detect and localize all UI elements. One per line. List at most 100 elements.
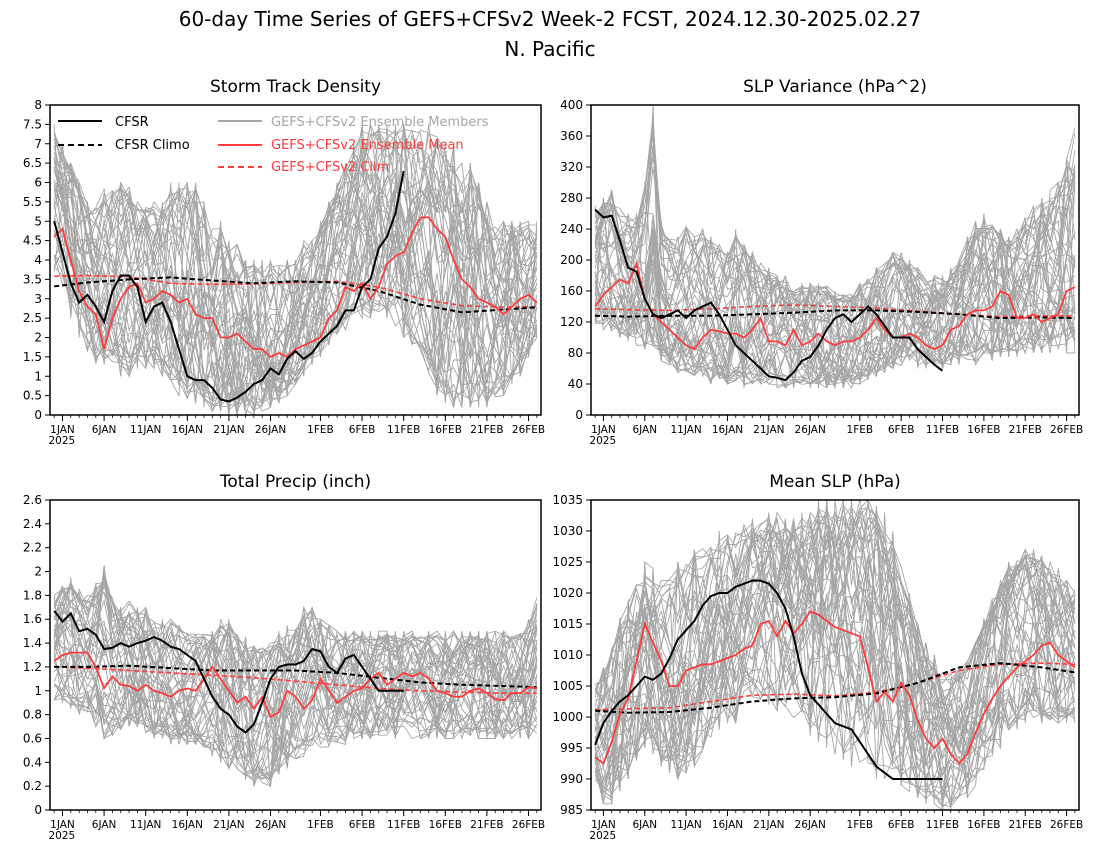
x-tick-label: 26FEB bbox=[1050, 424, 1083, 436]
y-tick-label: 400 bbox=[560, 98, 583, 112]
ensemble-member-line bbox=[594, 224, 1076, 381]
ensemble-member-line bbox=[594, 509, 1076, 798]
x-tick-label: 11FEB bbox=[387, 819, 420, 831]
series-line-climo bbox=[54, 276, 537, 314]
y-tick-label: 360 bbox=[560, 129, 583, 143]
legend-label-clim: GEFS+CFSv2 Clim bbox=[271, 160, 389, 175]
x-tick-label: 26JAN bbox=[795, 819, 826, 831]
ensemble-member-line bbox=[53, 133, 537, 412]
ensemble-member-line bbox=[53, 124, 537, 369]
x-tick-label: 21JAN bbox=[753, 424, 784, 436]
ensemble-member-line bbox=[53, 135, 538, 404]
y-tick-label: 2.6 bbox=[23, 493, 42, 507]
y-tick-label: 200 bbox=[560, 253, 583, 267]
series-line-observed bbox=[53, 610, 404, 734]
ensemble-member-line bbox=[594, 500, 1076, 804]
x-tick-label: 1FEB bbox=[847, 819, 874, 831]
y-tick-label: 2.4 bbox=[23, 517, 42, 531]
y-tick-label: 8 bbox=[34, 98, 42, 112]
series-line-observed bbox=[53, 170, 405, 403]
ensemble-member-line bbox=[594, 506, 1076, 795]
ensemble-member-line bbox=[594, 189, 1076, 385]
y-tick-label: 4 bbox=[34, 253, 42, 267]
ensemble-member-lines bbox=[594, 105, 1076, 390]
ensemble-member-line bbox=[594, 549, 1076, 798]
ensemble-member-line bbox=[594, 515, 1076, 781]
ensemble-member-line bbox=[53, 161, 538, 400]
x-tick-label: 6JAN bbox=[92, 424, 117, 436]
x-tick-label: 6FEB bbox=[349, 424, 376, 436]
y-tick-label: 0.2 bbox=[23, 779, 42, 793]
x-tick-label: 21JAN bbox=[213, 424, 244, 436]
x-tick-label: 11JAN bbox=[130, 424, 161, 436]
y-tick-label: 280 bbox=[560, 191, 583, 205]
y-tick-label: 120 bbox=[560, 315, 583, 329]
ensemble-member-line bbox=[53, 599, 538, 775]
x-tick-label: 26JAN bbox=[255, 424, 286, 436]
ensemble-member-line bbox=[53, 614, 538, 780]
series-line-mean bbox=[53, 651, 537, 719]
x-tick-label: 6JAN bbox=[92, 819, 117, 831]
ensemble-member-line bbox=[594, 512, 1076, 801]
x-tick-label: 11JAN bbox=[670, 819, 701, 831]
chart-panels: Storm Track Density 0 0.5 1 1.5 2 2.5 3 3.5 4 4.5 5… bbox=[23, 77, 1083, 842]
ensemble-member-line bbox=[594, 518, 1075, 810]
y-tick-label: 1 bbox=[34, 369, 42, 383]
series-line-observed bbox=[594, 208, 944, 382]
x-tick-label: 6JAN bbox=[632, 424, 657, 436]
ensemble-member-line bbox=[594, 213, 1076, 388]
x-tick-label: 16JAN bbox=[712, 819, 743, 831]
x-tick-label: 26FEB bbox=[1050, 819, 1083, 831]
ensemble-member-line bbox=[54, 581, 538, 737]
series-line-clim bbox=[595, 662, 1075, 711]
x-tick-label: 16FEB bbox=[429, 424, 462, 436]
ensemble-member-line bbox=[53, 580, 538, 741]
y-tick-label: 2.2 bbox=[23, 541, 42, 555]
ensemble-member-line bbox=[53, 182, 538, 411]
panel-title: Mean SLP (hPa) bbox=[769, 472, 901, 492]
ensemble-member-line bbox=[594, 623, 1076, 800]
y-tick-label: 5 bbox=[34, 214, 42, 228]
y-tick-label: 0 bbox=[34, 803, 42, 817]
ensemble-member-line bbox=[594, 197, 1076, 386]
y-tick-label: 0.5 bbox=[23, 389, 42, 403]
y-tick-label: 2 bbox=[34, 331, 42, 345]
x-tick-label: 11JAN bbox=[670, 424, 701, 436]
legend-label-mean: GEFS+CFSv2 Ensemble Mean bbox=[271, 138, 464, 153]
series-line-climo bbox=[595, 662, 1076, 714]
y-tick-label: 1.8 bbox=[23, 588, 42, 602]
series-line-mean bbox=[594, 610, 1076, 765]
y-tick-label: 3 bbox=[34, 292, 42, 306]
ensemble-member-line bbox=[53, 156, 538, 401]
x-tick-label: 21FEB bbox=[1009, 424, 1042, 436]
panel-title: SLP Variance (hPa^2) bbox=[743, 77, 927, 97]
x-tick-label: 1JAN bbox=[591, 424, 616, 436]
x-year-label: 2025 bbox=[48, 830, 75, 842]
y-tick-label: 0.4 bbox=[23, 755, 42, 769]
ensemble-member-lines bbox=[53, 565, 538, 788]
y-tick-label: 1030 bbox=[552, 524, 583, 538]
ensemble-member-lines bbox=[53, 122, 538, 415]
series-line-climo bbox=[54, 664, 537, 689]
y-tick-label: 3.5 bbox=[23, 272, 42, 286]
y-tick-label: 4.5 bbox=[23, 234, 42, 248]
x-year-label: 2025 bbox=[589, 435, 616, 447]
x-tick-label: 6JAN bbox=[632, 819, 657, 831]
x-tick-label: 6FEB bbox=[888, 819, 915, 831]
ensemble-member-line bbox=[594, 500, 1076, 786]
panel-storm-track-density: Storm Track Density 0 0.5 1 1.5 2 2.5 3 3.5 4 4.5 5… bbox=[23, 77, 545, 447]
x-tick-label: 26FEB bbox=[512, 819, 545, 831]
x-tick-label: 1JAN bbox=[50, 424, 75, 436]
y-tick-label: 1005 bbox=[552, 679, 583, 693]
ensemble-member-line bbox=[53, 170, 538, 399]
y-tick-label: 1010 bbox=[552, 648, 583, 662]
x-tick-label: 1FEB bbox=[307, 819, 334, 831]
x-tick-label: 16JAN bbox=[712, 424, 743, 436]
y-tick-label: 40 bbox=[568, 377, 583, 391]
x-tick-label: 16FEB bbox=[967, 819, 1000, 831]
ensemble-member-line bbox=[53, 124, 538, 408]
x-tick-label: 1JAN bbox=[50, 819, 75, 831]
y-tick-label: 990 bbox=[560, 772, 583, 786]
y-tick-label: 7.5 bbox=[23, 117, 42, 131]
x-tick-label: 6FEB bbox=[888, 424, 915, 436]
